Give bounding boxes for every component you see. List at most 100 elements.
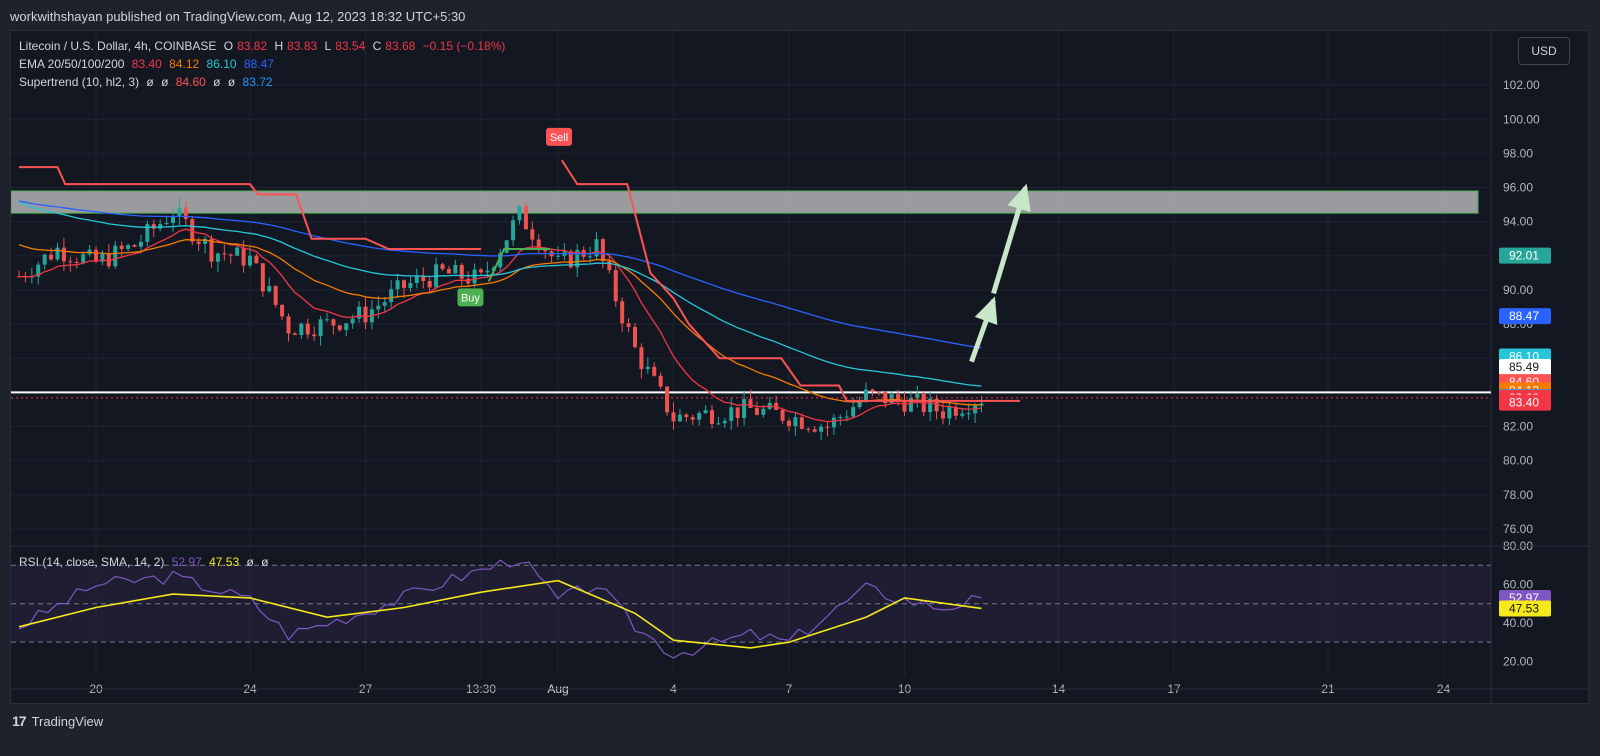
candle-body[interactable] [158,223,163,229]
candle-body[interactable] [389,289,394,303]
candle-body[interactable] [915,393,920,399]
candle-body[interactable] [870,389,875,392]
candle-body[interactable] [857,400,862,407]
candle-body[interactable] [382,302,387,306]
candle-body[interactable] [613,270,618,302]
candle-body[interactable] [819,426,824,432]
candle-body[interactable] [280,304,285,317]
candle-body[interactable] [536,239,541,251]
candle-body[interactable] [690,417,695,420]
candle-body[interactable] [267,286,272,292]
candle-body[interactable] [876,391,881,393]
candle-body[interactable] [215,253,220,262]
candle-body[interactable] [459,264,464,279]
candle-body[interactable] [851,406,856,417]
candle-body[interactable] [145,224,150,242]
candle-body[interactable] [607,261,612,271]
candle-body[interactable] [735,407,740,418]
candle-body[interactable] [235,247,240,256]
candle-body[interactable] [825,426,830,428]
candle-body[interactable] [292,333,297,336]
candle-body[interactable] [203,238,208,244]
candle-body[interactable] [126,245,131,249]
candle-body[interactable] [799,417,804,429]
candle-body[interactable] [119,245,124,249]
candle-body[interactable] [716,423,721,425]
candle-body[interactable] [787,420,791,427]
candle-body[interactable] [908,398,913,412]
candle-body[interactable] [286,316,291,334]
candle-body[interactable] [677,414,682,422]
candle-body[interactable] [697,413,702,420]
candle-body[interactable] [748,399,753,408]
candle-body[interactable] [273,286,278,305]
candle-body[interactable] [761,408,766,415]
candle-body[interactable] [151,224,156,229]
candle-body[interactable] [241,247,246,266]
candle-body[interactable] [838,417,843,419]
candle-body[interactable] [556,255,560,257]
candle-body[interactable] [742,399,747,418]
candle-body[interactable] [472,269,477,284]
candle-body[interactable] [196,241,201,244]
candle-body[interactable] [947,406,952,419]
candle-body[interactable] [42,254,47,265]
candle-body[interactable] [344,323,349,330]
candle-body[interactable] [620,301,625,324]
candle-body[interactable] [953,406,958,416]
candle-body[interactable] [421,276,426,281]
rsi-legend[interactable]: RSI (14, close, SMA, 14, 2) 52.97 47.53 … [19,555,273,569]
candle-body[interactable] [966,413,971,415]
candle-body[interactable] [934,398,939,412]
candle-body[interactable] [633,326,637,348]
candle-body[interactable] [254,255,259,264]
candle-body[interactable] [517,205,522,221]
candle-body[interactable] [106,253,111,267]
candle-body[interactable] [305,323,310,335]
candle-body[interactable] [312,334,317,337]
candle-body[interactable] [113,245,118,267]
candle-body[interactable] [594,239,599,257]
candle-body[interactable] [889,394,894,404]
candle-body[interactable] [665,386,670,413]
candle-body[interactable] [883,391,888,404]
candle-body[interactable] [485,270,490,273]
symbol-name[interactable]: Litecoin / U.S. Dollar, 4h, COINBASE [19,39,217,53]
candle-body[interactable] [395,280,400,290]
chart-pane[interactable]: 76.0078.0080.0082.0084.0086.0088.0090.00… [10,30,1589,704]
candle-body[interactable] [626,323,631,327]
candle-body[interactable] [171,216,175,223]
candle-body[interactable] [299,323,304,336]
candle-body[interactable] [928,398,933,413]
ema-legend[interactable]: EMA 20/50/100/200 83.40 84.12 86.10 88.4… [19,57,278,71]
candle-body[interactable] [177,207,182,217]
candle-body[interactable] [453,264,458,274]
candle-body[interactable] [36,264,41,277]
candle-body[interactable] [530,229,535,240]
buy-signal[interactable] [457,288,484,307]
candle-body[interactable] [248,255,252,266]
candle-body[interactable] [722,420,727,424]
candle-body[interactable] [523,205,528,230]
candle-body[interactable] [504,240,509,253]
candle-body[interactable] [806,428,811,430]
candle-body[interactable] [61,247,66,262]
candle-body[interactable] [575,250,580,268]
candle-body[interactable] [414,276,419,284]
candle-body[interactable] [703,410,708,414]
candle-body[interactable] [793,417,798,427]
candle-body[interactable] [318,319,323,337]
candle-body[interactable] [228,254,233,256]
candle-body[interactable] [337,325,342,330]
candle-body[interactable] [652,366,657,376]
candle-body[interactable] [864,389,868,401]
candle-body[interactable] [408,283,413,288]
candle-body[interactable] [183,207,188,220]
candle-body[interactable] [190,219,195,242]
candle-body[interactable] [902,400,907,412]
candle-body[interactable] [68,261,73,263]
candle-body[interactable] [132,245,137,247]
candle-body[interactable] [941,411,945,419]
candle-body[interactable] [896,394,901,401]
candle-body[interactable] [357,306,362,319]
